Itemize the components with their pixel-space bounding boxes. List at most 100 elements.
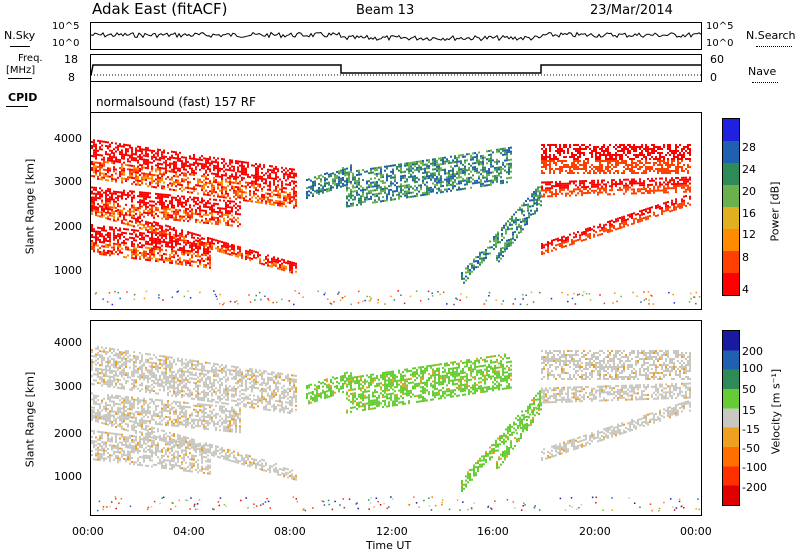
power-cell [221, 184, 223, 187]
power-cell [217, 213, 219, 216]
power-cell [641, 144, 643, 146]
power-cell [247, 252, 249, 255]
power-cell [219, 240, 221, 243]
power-cell [165, 217, 167, 220]
power-cell [155, 158, 157, 161]
power-cell [667, 162, 669, 164]
power-cell [215, 222, 217, 225]
power-cell [191, 254, 193, 257]
power-cell [458, 176, 460, 179]
power-cell [669, 210, 671, 213]
power-cell [95, 198, 97, 201]
power-cell [456, 182, 458, 185]
power-cell [541, 243, 543, 245]
power-cell [243, 173, 245, 176]
power-cell [233, 169, 235, 172]
power-cell [231, 173, 233, 176]
power-cell [563, 188, 565, 191]
power-cell [145, 146, 147, 149]
power-cell [683, 152, 685, 154]
power-cell [209, 254, 211, 257]
nsearch-label: N.Search [746, 29, 796, 42]
power-cell [161, 227, 163, 230]
power-cell [223, 196, 225, 199]
power-cell [175, 157, 177, 160]
power-cell [97, 230, 99, 233]
power-cell [643, 188, 645, 191]
power-cell [535, 194, 537, 197]
power-cell [95, 169, 97, 172]
power-cell [390, 196, 392, 199]
power-cell [277, 204, 279, 207]
power-cell [370, 171, 372, 174]
power-cell [207, 202, 209, 205]
power-cell [340, 185, 342, 188]
power-cell [225, 178, 227, 181]
power-cell [263, 198, 265, 201]
power-cell [211, 214, 213, 217]
power-cell [629, 158, 631, 160]
power-cell [175, 235, 177, 238]
power-cell [460, 180, 462, 183]
power-cell [521, 204, 523, 207]
power-cell [177, 203, 179, 206]
power-cell [179, 201, 181, 204]
power-cell [627, 218, 629, 221]
power-cell [601, 170, 603, 172]
power-cell [639, 214, 641, 217]
power-cell [223, 170, 225, 173]
power-cell [667, 183, 669, 186]
power-cell [320, 178, 322, 181]
power-cell [255, 167, 257, 169]
power-cell [605, 154, 607, 156]
power-cell [400, 187, 402, 190]
power-cell [655, 215, 657, 217]
power-cell [167, 225, 169, 228]
power-cell [101, 251, 103, 254]
power-cell [328, 187, 330, 190]
power-cell [639, 178, 641, 181]
power-cell [197, 197, 199, 200]
power-cell [382, 176, 384, 179]
power-cell [221, 162, 223, 165]
power-cell [253, 192, 255, 195]
power-cell [595, 166, 597, 168]
power-cell [141, 254, 143, 257]
power-cell [671, 209, 673, 212]
power-cell [492, 151, 494, 154]
power-cell [131, 251, 133, 253]
power-cell [139, 150, 141, 153]
power-cell [418, 168, 420, 171]
power-cell [109, 238, 111, 241]
power-cell [314, 184, 316, 187]
power-cell [203, 191, 205, 194]
power-cell [179, 169, 181, 172]
power-cell [163, 213, 165, 216]
power-cell [514, 239, 516, 241]
power-cell [151, 206, 153, 209]
power-cell [151, 175, 153, 178]
power-cell [137, 169, 139, 172]
power-cell [169, 162, 171, 165]
power-cell [663, 187, 665, 190]
power-cell [97, 175, 99, 178]
power-cell [410, 185, 412, 188]
power-cell [189, 262, 191, 265]
power-cell [370, 167, 372, 170]
power-cell [436, 169, 438, 172]
power-cell [277, 200, 279, 203]
power-cell [561, 184, 563, 187]
power-cell [472, 166, 474, 169]
power-cell [139, 148, 141, 151]
power-cell [113, 212, 115, 215]
power-cell [426, 185, 428, 188]
power-cell [478, 161, 480, 164]
power-cell [400, 195, 402, 198]
power-cell [217, 171, 219, 174]
power-cell [350, 192, 352, 195]
power-cell [438, 173, 440, 176]
power-cell [157, 224, 159, 227]
power-cell [617, 219, 619, 222]
power-cell [374, 173, 376, 176]
power-cell [273, 167, 275, 170]
